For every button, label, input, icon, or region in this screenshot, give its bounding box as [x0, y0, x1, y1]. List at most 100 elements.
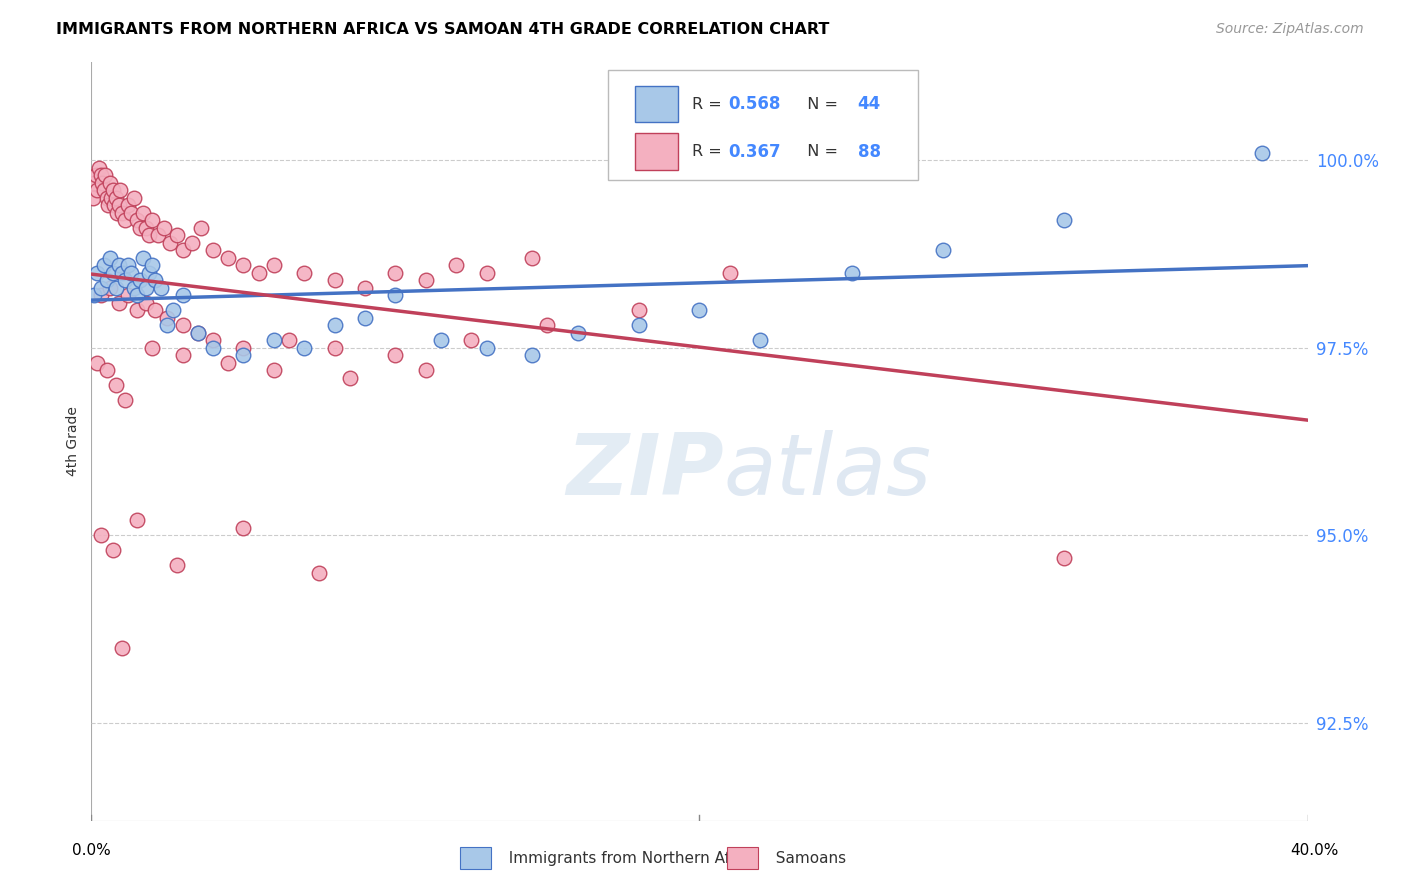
Point [141, 258, 163, 272]
Point [522, 348, 544, 362]
Point [135, 280, 157, 294]
Point [132, 205, 155, 219]
Point [749, 333, 772, 347]
Text: ZIP: ZIP [567, 430, 724, 514]
Point [567, 326, 589, 340]
Point [96, 363, 118, 377]
Point [148, 228, 170, 243]
Point [153, 220, 176, 235]
Point [82, 190, 104, 204]
Point [354, 310, 377, 325]
Point [166, 228, 188, 243]
Point [217, 251, 239, 265]
Y-axis label: 4th Grade: 4th Grade [66, 407, 80, 476]
Point [384, 266, 406, 280]
Point [110, 183, 132, 197]
Point [232, 258, 254, 272]
Point [263, 258, 285, 272]
Point [354, 280, 377, 294]
Point [138, 266, 160, 280]
Point [308, 566, 330, 580]
Point [101, 543, 124, 558]
Point [172, 288, 194, 302]
Point [135, 295, 157, 310]
Point [125, 213, 148, 227]
Text: Immigrants from Northern Africa: Immigrants from Northern Africa [499, 851, 758, 865]
Point [688, 303, 710, 318]
Point [627, 303, 650, 318]
Text: 0.568: 0.568 [728, 95, 782, 113]
Point [100, 190, 122, 204]
Point [101, 183, 124, 197]
Point [107, 258, 129, 272]
Point [172, 318, 194, 333]
Point [247, 266, 270, 280]
Point [323, 318, 346, 333]
Point [841, 266, 863, 280]
Point [86, 266, 108, 280]
Point [323, 341, 346, 355]
Point [475, 266, 498, 280]
Point [129, 220, 152, 235]
Point [114, 213, 136, 227]
Point [536, 318, 558, 333]
Point [89, 280, 111, 294]
Point [202, 243, 225, 257]
Point [430, 333, 453, 347]
Text: Samoans: Samoans [766, 851, 846, 865]
Point [444, 258, 467, 272]
Point [122, 190, 145, 204]
Point [125, 288, 148, 302]
Point [94, 168, 117, 182]
Text: atlas: atlas [724, 430, 932, 514]
Point [91, 176, 114, 190]
Point [104, 378, 127, 392]
Point [96, 273, 118, 287]
Point [232, 341, 254, 355]
Point [141, 341, 163, 355]
Point [460, 333, 482, 347]
Point [89, 168, 111, 182]
Point [150, 280, 173, 294]
FancyBboxPatch shape [636, 86, 678, 122]
Point [105, 205, 128, 219]
Point [111, 205, 134, 219]
Point [98, 176, 121, 190]
Text: R =: R = [692, 144, 727, 159]
Point [129, 273, 152, 287]
FancyBboxPatch shape [636, 133, 678, 169]
Text: 88: 88 [858, 143, 880, 161]
Point [117, 258, 139, 272]
Text: R =: R = [692, 96, 727, 112]
Point [232, 521, 254, 535]
Point [138, 228, 160, 243]
Point [415, 273, 437, 287]
Text: 40.0%: 40.0% [1291, 843, 1339, 858]
Point [339, 370, 361, 384]
Point [132, 251, 155, 265]
Point [97, 198, 120, 212]
Point [143, 273, 166, 287]
Point [172, 243, 194, 257]
Point [190, 220, 212, 235]
Point [122, 280, 145, 294]
Point [323, 273, 346, 287]
Point [93, 183, 115, 197]
Point [120, 205, 142, 219]
Point [1053, 550, 1076, 565]
Point [117, 198, 139, 212]
Point [143, 303, 166, 318]
Point [522, 251, 544, 265]
Text: Source: ZipAtlas.com: Source: ZipAtlas.com [1216, 22, 1364, 37]
Point [86, 356, 108, 370]
Point [475, 341, 498, 355]
Point [187, 326, 209, 340]
Point [232, 348, 254, 362]
Point [135, 220, 157, 235]
Point [98, 251, 121, 265]
Point [84, 168, 107, 182]
Point [278, 333, 301, 347]
Point [125, 303, 148, 318]
Point [114, 273, 136, 287]
Point [718, 266, 741, 280]
